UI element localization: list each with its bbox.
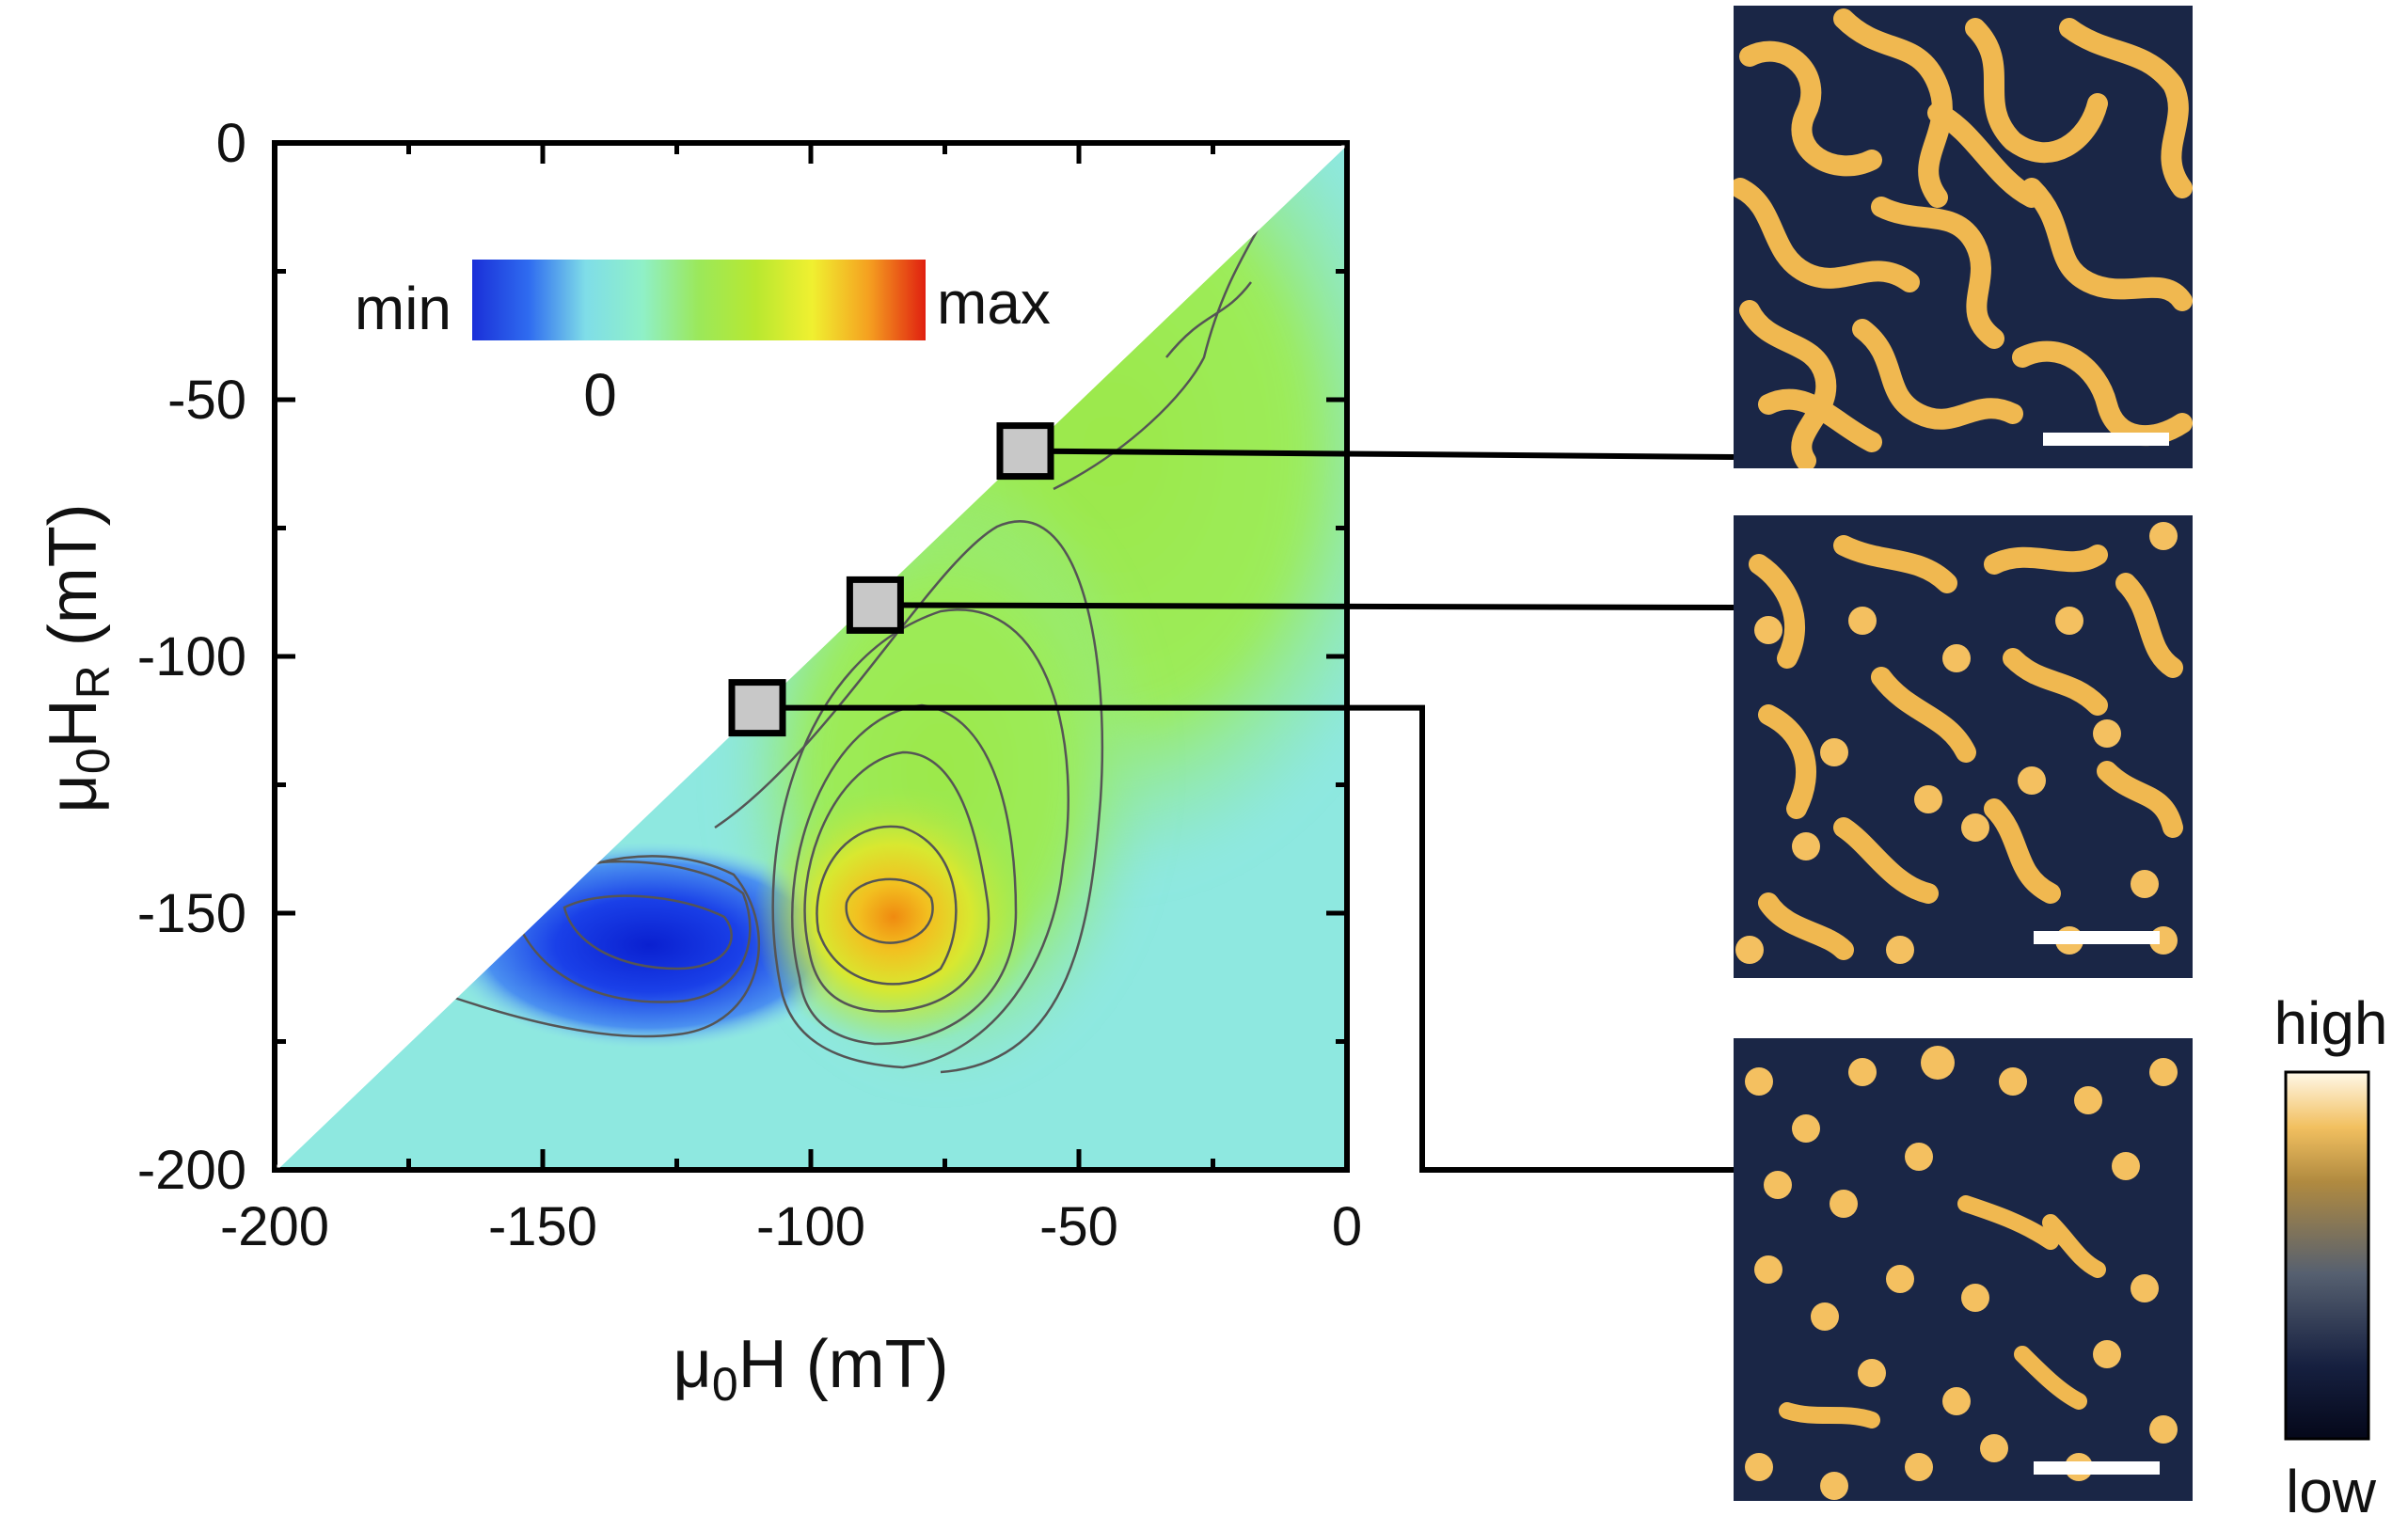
heatmap-colorbar: min max 0 (355, 260, 1051, 429)
domain-pattern-stripes-bubbles (1749, 535, 2183, 960)
field-marker-square (728, 679, 786, 737)
y-tick-label: -150 (137, 883, 246, 944)
y-tick-labels: 0 -50 -100 -150 -200 (137, 113, 246, 1201)
domain-bubble (2074, 1086, 2102, 1114)
colorbar-min-label: min (355, 275, 452, 342)
y-tick-label: -50 (167, 370, 246, 431)
domain-bubble (1811, 1302, 1839, 1331)
x-tick-label: -150 (488, 1196, 597, 1257)
contour-line (1165, 281, 1252, 358)
domain-bubble (2149, 1415, 2178, 1444)
domain-bubble (1942, 644, 1971, 672)
domain-bubble (1999, 1067, 2027, 1096)
domain-bubble (2093, 719, 2121, 748)
domain-bubble (1745, 1453, 1773, 1481)
scale-bar (2034, 1461, 2160, 1475)
domain-bubble (2093, 1340, 2121, 1368)
domain-bubble (1820, 738, 1848, 766)
domain-bubble (2149, 522, 2178, 550)
image-colorbar-bar (2284, 1070, 2370, 1441)
colorbar-bar (472, 260, 926, 340)
y-tick-label: 0 (216, 113, 246, 174)
x-tick-labels: -200 -150 -100 -50 0 (220, 1196, 1362, 1257)
axis-ticks (272, 140, 1350, 1173)
contour-line (845, 877, 934, 944)
domain-bubble (2131, 1274, 2159, 1302)
domain-pattern-labyrinth (1734, 8, 2193, 468)
domain-image-3 (1734, 1038, 2193, 1501)
colorbar-low-label: low (2286, 1458, 2377, 1525)
domain-bubble (1792, 1114, 1820, 1143)
contour-line (771, 608, 1069, 1069)
domain-bubble (1905, 1143, 1933, 1171)
y-axis-title: μ0HR (mT) (36, 503, 119, 813)
contour-lines (450, 206, 1272, 1074)
domain-bubble (1754, 1255, 1782, 1284)
domain-bubble (1745, 1067, 1773, 1096)
domain-bubble (1764, 1171, 1792, 1199)
colorbar-max-label: max (937, 269, 1051, 337)
domain-bubble (1886, 936, 1914, 964)
x-axis-title: μ0H (mT) (673, 1327, 948, 1411)
domain-bubble (1914, 785, 1942, 813)
x-tick-label: 0 (1332, 1196, 1362, 1257)
domain-bubble (1735, 936, 1764, 964)
scale-bar (2043, 433, 2169, 446)
marker-leader-line (875, 602, 1735, 610)
contour-line (562, 894, 733, 971)
domain-bubble (1754, 616, 1782, 644)
domain-bubble (1961, 813, 1989, 842)
domain-bubble (2131, 870, 2159, 898)
domain-bubbles (1735, 522, 2178, 964)
x-tick-label: -200 (220, 1196, 329, 1257)
domain-bubble (1980, 1434, 2008, 1462)
marker-group (728, 422, 1735, 1173)
domain-bubble (1858, 1359, 1886, 1387)
contour-line (714, 520, 1104, 1074)
domain-image-1 (1734, 6, 2193, 468)
field-marker-square (996, 422, 1054, 481)
diagonal-boundary (273, 141, 1349, 1172)
marker-leader-line (757, 704, 1734, 1173)
domain-bubble (2018, 766, 2046, 795)
domain-short-stripes (1779, 1195, 2106, 1428)
domain-bubble (1792, 832, 1820, 860)
marker-leader-line (1024, 448, 1735, 460)
contour-line (803, 750, 990, 1013)
scale-bar (2034, 931, 2160, 944)
y-tick-label: -200 (137, 1140, 246, 1201)
domain-bubble (1942, 1387, 1971, 1415)
domain-bubble (1830, 1190, 1858, 1218)
domain-image-2 (1734, 515, 2193, 978)
y-tick-label: -100 (137, 626, 246, 687)
domain-bubble (1905, 1453, 1933, 1481)
domain-bubble (1961, 1284, 1989, 1312)
x-tick-label: -100 (756, 1196, 865, 1257)
contour-line (791, 703, 1018, 1046)
domain-bubble (1848, 1058, 1877, 1086)
domain-bubble (1886, 1265, 1914, 1293)
domain-bubble (1820, 1472, 1848, 1500)
domain-bubble (2112, 1152, 2140, 1180)
domain-bubble (2055, 607, 2083, 635)
image-colorbar: high low (2274, 989, 2388, 1525)
contour-line (816, 825, 958, 986)
colorbar-zero-label: 0 (583, 361, 617, 429)
x-tick-label: -50 (1039, 1196, 1118, 1257)
domain-bubble (1848, 607, 1877, 635)
heatmap-maximum-region (752, 785, 1035, 1049)
domain-bubble (1921, 1046, 1955, 1080)
contour-line (506, 860, 752, 1003)
field-marker-square (846, 576, 904, 634)
colorbar-high-label: high (2274, 989, 2388, 1057)
domain-bubble (2149, 1058, 2178, 1086)
